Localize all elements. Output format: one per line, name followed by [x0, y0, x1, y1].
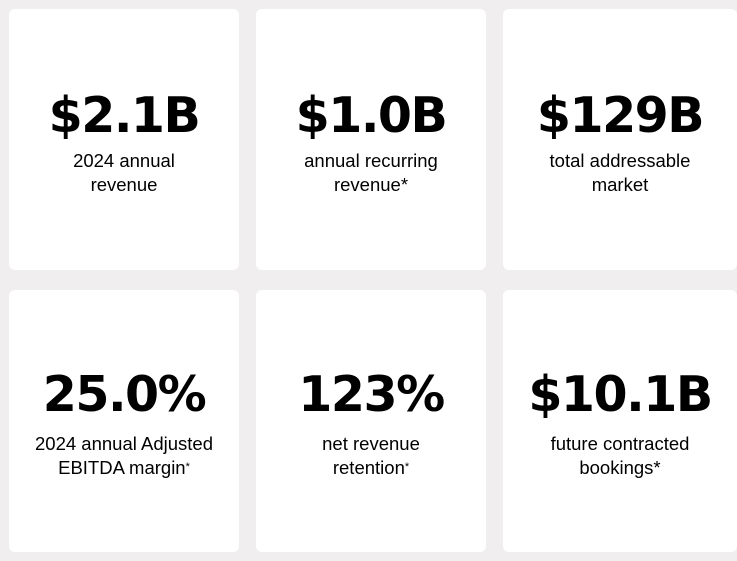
metric-label: 2024 annual Adjusted EBITDA margin*	[9, 432, 239, 480]
metric-label: annual recurring revenue*	[256, 149, 486, 197]
footnote-marker: *	[404, 461, 410, 473]
footnote-marker: *	[185, 461, 190, 473]
metric-label-line2: retention	[332, 457, 405, 478]
metric-label-line2: EBITDA margin	[58, 457, 186, 478]
metric-label-line1: 2024 annual	[73, 150, 175, 171]
metric-label-line2-wrap: retention*	[256, 456, 486, 480]
metric-label-line2: bookings*	[579, 457, 661, 478]
metric-label-line2-wrap: EBITDA margin*	[9, 456, 239, 480]
metric-label-line1: future contracted	[550, 433, 690, 454]
metric-card-nrr: 123% net revenue retention*	[256, 290, 486, 552]
metric-label-line2: market	[591, 174, 649, 195]
metric-value: $1.0B	[295, 87, 448, 144]
metric-card-tam: $129B total addressable market	[503, 9, 737, 270]
metric-value: 25.0%	[42, 366, 207, 423]
metric-label-line2: revenue*	[333, 174, 409, 195]
metric-value: $2.1B	[48, 87, 201, 144]
metric-value: $10.1B	[528, 366, 713, 423]
metric-label: total addressable market	[503, 149, 737, 197]
metric-label: future contracted bookings*	[503, 432, 737, 480]
metric-label-line1: annual recurring	[304, 150, 438, 171]
metric-label-line1: net revenue	[322, 433, 420, 454]
metric-label: net revenue retention*	[256, 432, 486, 480]
metric-value: $129B	[536, 87, 705, 144]
metric-card-revenue: $2.1B 2024 annual revenue	[9, 9, 239, 270]
metric-card-ebitda-margin: 25.0% 2024 annual Adjusted EBITDA margin…	[9, 290, 239, 552]
metric-label: 2024 annual revenue	[9, 149, 239, 197]
metric-card-bookings: $10.1B future contracted bookings*	[503, 290, 737, 552]
metric-card-arr: $1.0B annual recurring revenue*	[256, 9, 486, 270]
metric-label-line1: 2024 annual Adjusted	[35, 433, 213, 454]
metric-label-line1: total addressable	[549, 150, 691, 171]
metric-value: 123%	[298, 366, 445, 423]
metric-label-line2: revenue	[90, 174, 158, 195]
